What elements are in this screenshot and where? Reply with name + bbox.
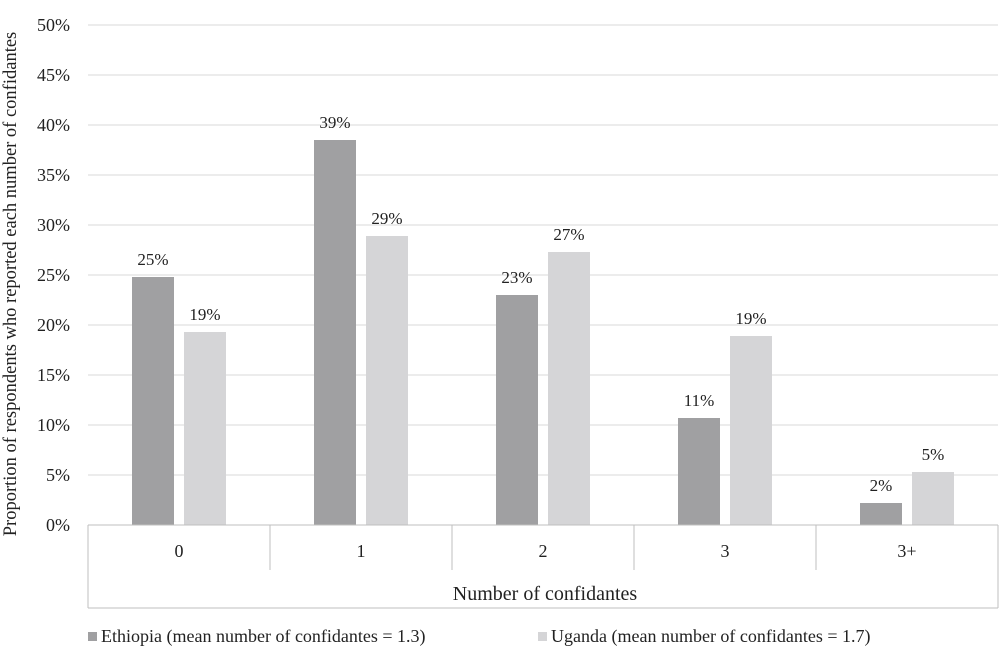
x-axis-title: Number of confidantes — [453, 583, 638, 605]
data-label: 5% — [922, 445, 945, 464]
data-label: 19% — [189, 305, 220, 324]
y-tick-label: 5% — [46, 465, 70, 485]
legend: Ethiopia (mean number of confidantes = 1… — [88, 626, 871, 647]
category-frame — [87, 524, 999, 609]
y-tick-label: 0% — [46, 515, 70, 535]
y-tick-label: 45% — [37, 65, 70, 85]
bar — [366, 236, 408, 525]
data-label: 29% — [371, 209, 402, 228]
x-tick-label: 1 — [357, 541, 366, 561]
x-axis-ticks: 0 1 2 3 3+ — [175, 541, 917, 561]
data-label: 19% — [735, 309, 766, 328]
legend-swatch — [88, 632, 97, 641]
x-tick-label: 3 — [721, 541, 730, 561]
y-tick-label: 30% — [37, 215, 70, 235]
bars — [132, 140, 954, 525]
data-label: 25% — [137, 250, 168, 269]
bar — [912, 472, 954, 525]
y-tick-label: 25% — [37, 265, 70, 285]
y-tick-label: 15% — [37, 365, 70, 385]
bar — [548, 252, 590, 525]
bar — [184, 332, 226, 525]
bar — [730, 336, 772, 525]
y-tick-label: 20% — [37, 315, 70, 335]
data-label: 2% — [870, 476, 893, 495]
bar — [496, 295, 538, 525]
data-label: 11% — [684, 391, 715, 410]
y-tick-label: 35% — [37, 165, 70, 185]
data-labels: 25% 19% 39% 29% 23% 27% 11% 19% 2% 5% — [137, 113, 944, 495]
bar — [678, 418, 720, 525]
gridlines — [88, 24, 998, 526]
x-tick-label: 0 — [175, 541, 184, 561]
data-label: 27% — [553, 225, 584, 244]
x-tick-label: 2 — [539, 541, 548, 561]
y-axis-ticks: 0% 5% 10% 15% 20% 25% 30% 35% 40% 45% 50% — [37, 15, 70, 535]
legend-label: Ethiopia (mean number of confidantes = 1… — [101, 626, 426, 647]
y-tick-label: 50% — [37, 15, 70, 35]
data-label: 23% — [501, 268, 532, 287]
bar — [132, 277, 174, 525]
bar — [314, 140, 356, 525]
legend-swatch — [538, 632, 547, 641]
y-tick-label: 40% — [37, 115, 70, 135]
data-label: 39% — [319, 113, 350, 132]
x-tick-label: 3+ — [897, 541, 916, 561]
y-axis-title: Proportion of respondents who reported e… — [1, 32, 21, 537]
bar — [860, 503, 902, 525]
y-tick-label: 10% — [37, 415, 70, 435]
legend-label: Uganda (mean number of confidantes = 1.7… — [551, 626, 871, 647]
